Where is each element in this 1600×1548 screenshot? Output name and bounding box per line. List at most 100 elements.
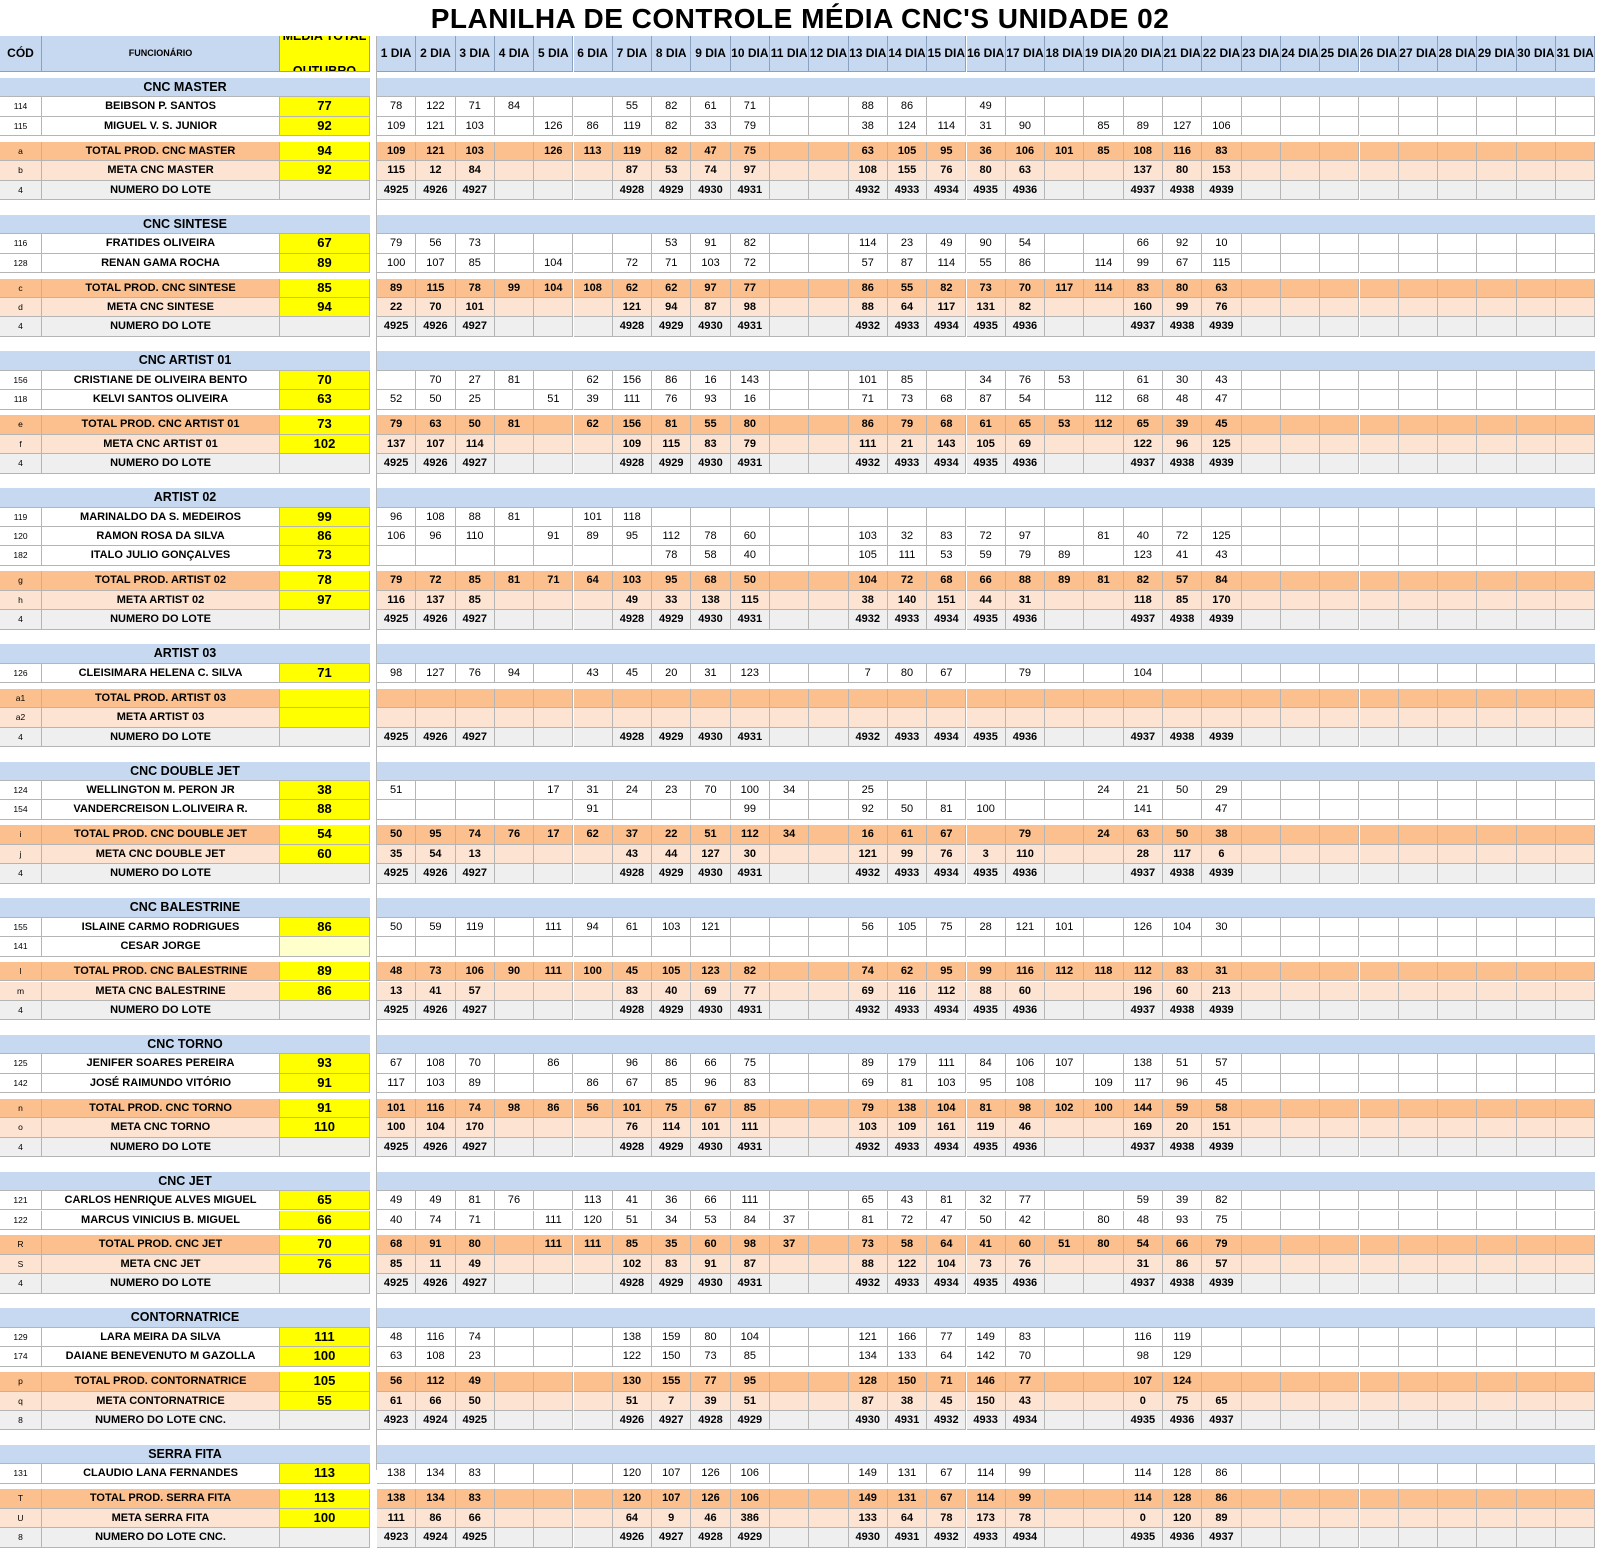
day-cell[interactable]: 81	[494, 507, 535, 527]
day-cell[interactable]: 86	[1202, 1464, 1242, 1484]
header-day-15[interactable]: 15 DIA	[927, 36, 967, 72]
day-cell[interactable]	[1398, 1508, 1439, 1529]
day-cell[interactable]	[1438, 278, 1478, 298]
day-cell[interactable]: 122	[1123, 434, 1163, 455]
day-cell[interactable]	[1398, 1391, 1439, 1412]
day-cell[interactable]: 105	[966, 434, 1006, 455]
day-cell[interactable]: 127	[416, 663, 456, 684]
day-cell[interactable]: 122	[416, 97, 456, 117]
day-cell[interactable]: 108	[573, 278, 613, 298]
day-cell[interactable]: 100	[377, 1118, 417, 1138]
day-cell[interactable]: 96	[1163, 434, 1203, 455]
day-cell[interactable]: 133	[887, 1347, 928, 1367]
day-cell[interactable]	[1045, 663, 1085, 684]
day-cell[interactable]: 84	[494, 97, 535, 117]
day-cell[interactable]	[770, 1098, 810, 1119]
day-cell[interactable]	[770, 937, 810, 957]
row-cod[interactable]: 8	[0, 1528, 42, 1548]
day-cell[interactable]	[691, 507, 731, 527]
day-cell[interactable]: 79	[1005, 825, 1046, 845]
day-cell[interactable]: 4932	[848, 727, 888, 747]
day-cell[interactable]: 4926	[416, 1137, 456, 1158]
day-cell[interactable]	[1280, 1118, 1321, 1138]
day-cell[interactable]	[573, 727, 613, 747]
day-cell[interactable]	[1241, 1073, 1281, 1094]
day-cell[interactable]: 57	[1163, 571, 1203, 591]
day-cell[interactable]: 4932	[848, 454, 888, 474]
day-cell[interactable]	[1477, 390, 1517, 410]
day-cell[interactable]	[809, 1210, 849, 1230]
day-cell[interactable]	[1045, 864, 1085, 884]
day-cell[interactable]	[770, 663, 810, 684]
day-cell[interactable]: 102	[612, 1254, 653, 1275]
day-cell[interactable]	[1320, 708, 1360, 728]
day-cell[interactable]: 98	[730, 298, 770, 318]
day-cell[interactable]	[1084, 1274, 1124, 1294]
day-cell[interactable]: 4938	[1163, 454, 1203, 474]
day-cell[interactable]: 30	[1202, 917, 1242, 938]
day-cell[interactable]: 96	[612, 1054, 653, 1074]
day-cell[interactable]: 37	[770, 1235, 810, 1255]
day-cell[interactable]	[1477, 610, 1517, 630]
day-cell[interactable]: 85	[1084, 141, 1124, 162]
day-cell[interactable]	[1045, 1391, 1085, 1412]
day-cell[interactable]: 89	[1123, 116, 1163, 137]
row-cod[interactable]: l	[0, 962, 42, 982]
day-cell[interactable]	[1045, 317, 1085, 337]
day-cell[interactable]	[966, 663, 1006, 684]
day-cell[interactable]: 4936	[1005, 610, 1046, 630]
day-cell[interactable]	[809, 780, 849, 801]
day-cell[interactable]	[1477, 1347, 1517, 1367]
day-cell[interactable]	[809, 800, 849, 820]
day-cell[interactable]: 115	[377, 161, 417, 181]
day-cell[interactable]	[1084, 1191, 1124, 1211]
day-cell[interactable]	[1398, 727, 1439, 747]
day-cell[interactable]	[1163, 663, 1203, 684]
day-cell[interactable]	[1320, 1464, 1360, 1484]
day-cell[interactable]: 54	[1123, 1235, 1163, 1255]
day-cell[interactable]: 116	[1123, 1327, 1163, 1348]
day-cell[interactable]: 4924	[416, 1411, 456, 1431]
day-cell[interactable]	[770, 1347, 810, 1367]
day-cell[interactable]: 141	[1123, 800, 1163, 820]
row-cod[interactable]: 119	[0, 507, 42, 527]
day-cell[interactable]	[1241, 1274, 1281, 1294]
day-cell[interactable]	[1516, 298, 1556, 318]
day-cell[interactable]: 100	[966, 800, 1006, 820]
day-cell[interactable]: 32	[887, 527, 928, 547]
meta-label[interactable]: META ARTIST 03	[42, 708, 280, 728]
day-cell[interactable]	[1398, 116, 1439, 137]
day-cell[interactable]	[1398, 370, 1439, 391]
day-cell[interactable]	[1123, 688, 1163, 709]
day-cell[interactable]	[809, 610, 849, 630]
day-cell[interactable]: 4933	[887, 864, 928, 884]
day-cell[interactable]	[1359, 844, 1399, 865]
lote-label[interactable]: NUMERO DO LOTE	[42, 454, 280, 474]
meta-label[interactable]: META CNC JET	[42, 1254, 280, 1275]
day-cell[interactable]	[1202, 507, 1242, 527]
day-cell[interactable]: 53	[652, 161, 692, 181]
day-cell[interactable]	[1045, 688, 1085, 709]
day-cell[interactable]	[1320, 1098, 1360, 1119]
avg-value[interactable]	[280, 1274, 370, 1294]
day-cell[interactable]	[534, 370, 574, 391]
day-cell[interactable]	[770, 917, 810, 938]
day-cell[interactable]	[534, 507, 574, 527]
day-cell[interactable]: 45	[612, 663, 653, 684]
day-cell[interactable]	[809, 864, 849, 884]
day-cell[interactable]	[1320, 1489, 1360, 1509]
day-cell[interactable]	[1045, 1508, 1085, 1529]
day-cell[interactable]: 86	[652, 370, 692, 391]
day-cell[interactable]: 120	[612, 1464, 653, 1484]
avg-value[interactable]	[280, 727, 370, 747]
avg-value[interactable]: 89	[280, 253, 370, 274]
employee-name[interactable]: JOSÉ RAIMUNDO VITÓRIO	[42, 1073, 280, 1094]
avg-value[interactable]: 92	[280, 116, 370, 137]
day-cell[interactable]	[809, 937, 849, 957]
day-cell[interactable]: 35	[377, 844, 417, 865]
day-cell[interactable]	[534, 434, 574, 455]
day-cell[interactable]: 86	[416, 1508, 456, 1529]
day-cell[interactable]	[1398, 708, 1439, 728]
day-cell[interactable]	[1045, 434, 1085, 455]
avg-value[interactable]: 100	[280, 1508, 370, 1529]
